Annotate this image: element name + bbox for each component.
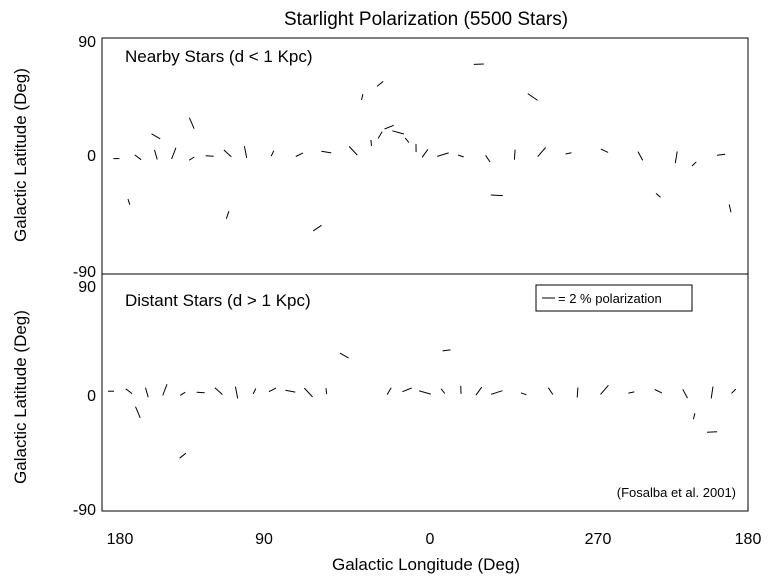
nearby-vectors (113, 63, 732, 232)
distant-ytick-neg90: -90 (73, 502, 96, 519)
distant-polarization-vector (475, 386, 483, 396)
nearby-polarization-vector (188, 117, 195, 129)
legend-box (535, 284, 693, 312)
legend-label: = 2 % polarization (558, 291, 662, 306)
nearby-polarization-vector (655, 193, 661, 198)
nearby-polarization-vector (127, 198, 131, 205)
nearby-polarization-vector (361, 93, 364, 101)
distant-polarization-vector (234, 386, 239, 399)
nearby-polarization-vector (490, 194, 503, 197)
xtick-180-right: 180 (735, 531, 762, 548)
nearby-polarization-vector (537, 147, 546, 157)
distant-polarization-vector (303, 387, 313, 398)
chart-title: Starlight Polarization (5500 Stars) (284, 9, 568, 30)
nearby-polarization-vector (270, 150, 275, 157)
nearby-polarization-vector (321, 150, 332, 154)
nearby-polarization-vector (188, 156, 195, 161)
nearby-polarization-vector (312, 224, 322, 232)
distant-polarization-vector (710, 386, 714, 399)
nearby-polarization-vector (527, 93, 538, 101)
distant-polarization-vector (386, 387, 392, 395)
distant-polarization-vector (325, 388, 328, 395)
distant-polarization-vector (440, 388, 446, 394)
nearby-polarization-vector (205, 155, 214, 157)
nearby-polarization-vector (437, 152, 449, 157)
nearby-polarization-vector (728, 204, 732, 213)
nearby-polarization-vector (370, 139, 372, 146)
distant-polarization-vector (442, 349, 451, 352)
distant-polarization-vector (490, 390, 503, 395)
credit-text: (Fosalba et al. 2001) (617, 485, 736, 500)
distant-polarization-vector (419, 390, 431, 395)
distant-polarization-vector (682, 389, 688, 399)
nearby-polarization-vector (377, 131, 383, 139)
nearby-polarization-vector (717, 153, 726, 156)
distant-vectors (108, 349, 737, 459)
nearby-polarization-vector (392, 130, 405, 135)
nearby-polarization-vector (674, 151, 678, 164)
nearby-polarization-vector (565, 152, 572, 155)
distant-polarization-vector (402, 387, 412, 393)
distant-polarization-vector (520, 392, 527, 396)
xtick-0: 0 (426, 531, 435, 548)
nearby-polarization-vector (243, 146, 248, 159)
x-axis-label: Galactic Longitude (Deg) (332, 555, 520, 574)
xtick-90: 90 (255, 531, 273, 548)
nearby-polarization-vector (376, 81, 384, 87)
nearby-polarization-vector (384, 124, 394, 130)
distant-polarization-vector (179, 391, 186, 396)
nearby-polarization-vector (513, 149, 516, 160)
distant-polarization-vector (252, 388, 257, 395)
nearby-ytick-0: 0 (87, 148, 96, 165)
nearby-polarization-vector (295, 152, 304, 157)
distant-polarization-vector (135, 406, 141, 418)
distant-ylabel: Galactic Latitude (Deg) (11, 310, 30, 484)
distant-polarization-vector (285, 389, 296, 393)
nearby-polarization-vector (457, 154, 464, 158)
distant-polarization-vector (692, 413, 696, 420)
distant-polarization-vector (628, 391, 635, 394)
nearby-polarization-vector (223, 149, 232, 158)
distant-polarization-vector (576, 387, 579, 398)
distant-ytick-0: 0 (87, 388, 96, 405)
distant-polarization-vector (339, 352, 349, 359)
xtick-180-left: 180 (107, 531, 134, 548)
distant-polarization-vector (654, 389, 663, 394)
distant-polarization-vector (214, 387, 223, 395)
panel-nearby-frame (101, 37, 749, 275)
panel-nearby-label: Nearby Stars (d < 1 Kpc) (125, 47, 313, 66)
nearby-polarization-vector (485, 155, 491, 163)
nearby-ytick-neg90: -90 (73, 264, 96, 281)
distant-polarization-vector (179, 452, 187, 459)
distant-polarization-vector (268, 387, 277, 393)
panel-distant-label: Distant Stars (d > 1 Kpc) (125, 291, 311, 310)
nearby-polarization-vector (637, 151, 644, 161)
nearby-polarization-vector (404, 137, 410, 143)
distant-polarization-vector (196, 391, 205, 394)
nearby-polarization-vector (151, 133, 161, 140)
xtick-270: 270 (585, 531, 612, 548)
distant-polarization-vector (162, 384, 168, 396)
nearby-polarization-vector (225, 211, 230, 219)
distant-polarization-vector (125, 388, 133, 395)
distant-polarization-vector (600, 384, 609, 395)
nearby-polarization-vector (691, 161, 697, 167)
nearby-polarization-vector (134, 154, 142, 161)
nearby-polarization-vector (600, 148, 609, 153)
distant-polarization-vector (145, 387, 149, 398)
distant-ytick-90: 90 (78, 279, 96, 296)
nearby-polarization-vector (154, 149, 158, 160)
distant-polarization-vector (547, 387, 554, 395)
nearby-ytick-90: 90 (78, 34, 96, 51)
nearby-polarization-vector (171, 147, 177, 160)
nearby-ylabel: Galactic Latitude (Deg) (11, 68, 30, 242)
distant-polarization-vector (731, 388, 737, 394)
nearby-polarization-vector (421, 149, 429, 158)
nearby-polarization-vector (348, 146, 358, 156)
